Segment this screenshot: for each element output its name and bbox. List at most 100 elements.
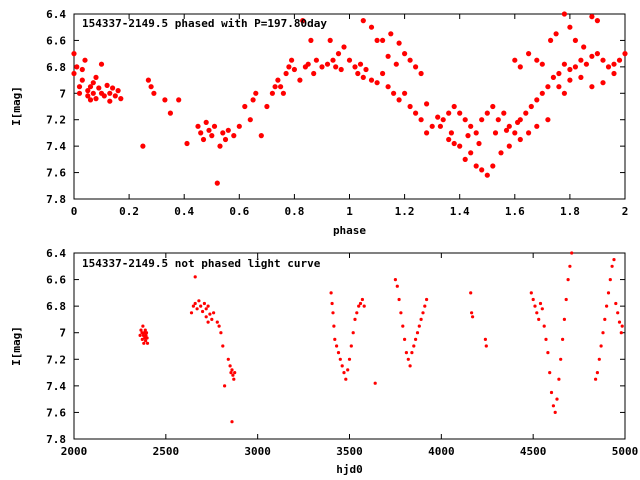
x-tick-label: 2500: [153, 445, 180, 458]
data-point: [71, 51, 77, 57]
data-point: [204, 307, 208, 311]
data-point: [407, 57, 413, 63]
data-point: [395, 284, 399, 288]
x-tick-label: 0.6: [229, 205, 249, 218]
data-point: [523, 110, 529, 116]
data-point: [423, 304, 427, 308]
data-point: [462, 156, 468, 162]
data-point: [437, 123, 443, 129]
data-point: [600, 80, 606, 86]
data-point: [407, 103, 413, 110]
data-point: [413, 110, 419, 116]
data-point: [199, 304, 203, 308]
data-point: [229, 371, 233, 375]
data-point: [223, 384, 227, 388]
data-point: [362, 304, 366, 308]
data-point: [470, 311, 474, 315]
chart-title: 154337-2149.5 not phased light curve: [82, 257, 321, 270]
data-point: [562, 317, 567, 321]
data-point: [414, 337, 418, 341]
data-point: [291, 66, 297, 73]
data-point: [388, 31, 394, 37]
data-point: [193, 275, 197, 279]
data-point: [548, 371, 552, 375]
data-point: [406, 357, 410, 361]
data-point: [79, 77, 85, 83]
data-point: [385, 84, 391, 90]
data-point: [98, 61, 105, 67]
data-point: [418, 117, 424, 123]
data-point: [357, 304, 361, 308]
data-point: [368, 77, 375, 83]
data-point: [280, 90, 286, 96]
data-point: [233, 371, 237, 375]
x-axis-label: phase: [333, 224, 366, 237]
data-point: [476, 140, 482, 147]
data-point: [424, 101, 430, 107]
data-point: [468, 150, 474, 156]
y-tick-label: 7.2: [46, 114, 66, 127]
y-tick-label: 7.8: [46, 193, 66, 206]
data-point: [479, 167, 485, 173]
data-point: [515, 119, 521, 125]
data-point: [327, 37, 333, 44]
data-point: [608, 278, 612, 282]
data-point: [451, 140, 457, 147]
data-point: [355, 311, 359, 315]
data-point: [144, 339, 148, 343]
data-point: [217, 143, 223, 149]
y-axis-label: I[mag]: [10, 326, 23, 366]
data-point: [546, 351, 550, 355]
data-point: [468, 123, 474, 129]
data-point: [548, 37, 554, 44]
y-tick-label: 7: [59, 327, 66, 340]
data-point: [250, 97, 256, 103]
y-tick-label: 6.4: [46, 247, 66, 260]
data-point: [338, 357, 342, 361]
data-point: [594, 377, 598, 381]
data-point: [603, 317, 607, 321]
data-point: [210, 317, 214, 321]
x-tick-label: 1.6: [505, 205, 525, 218]
data-point: [473, 130, 479, 136]
data-point: [410, 351, 414, 355]
data-point: [419, 317, 423, 321]
data-point: [567, 66, 573, 73]
data-point: [498, 150, 504, 156]
data-point: [408, 364, 412, 368]
data-point: [556, 70, 562, 77]
data-point: [107, 90, 113, 96]
data-point: [374, 37, 380, 44]
data-point: [144, 331, 149, 335]
x-tick-label: 4500: [520, 445, 547, 458]
data-point: [71, 70, 77, 77]
data-point: [118, 96, 124, 102]
data-point: [601, 331, 605, 335]
data-point: [360, 18, 366, 24]
data-point: [368, 24, 375, 30]
data-point: [221, 344, 225, 348]
data-point: [198, 130, 204, 136]
data-point: [535, 311, 539, 315]
data-point: [76, 90, 83, 96]
data-point: [614, 301, 618, 306]
data-point: [203, 119, 209, 125]
data-point: [275, 77, 281, 83]
data-point: [96, 85, 102, 91]
data-point: [506, 143, 512, 149]
data-point: [349, 344, 353, 348]
y-tick-label: 6.4: [46, 8, 66, 21]
x-tick-label: 2000: [61, 445, 88, 458]
data-point: [539, 90, 545, 96]
data-point: [440, 117, 446, 123]
data-point: [308, 37, 314, 44]
data-point: [351, 331, 355, 335]
y-tick-label: 6.6: [46, 274, 66, 287]
data-point: [232, 377, 236, 381]
y-tick-label: 7: [59, 87, 66, 100]
data-point: [140, 337, 144, 341]
data-point: [353, 317, 357, 321]
y-tick-label: 6.6: [46, 34, 66, 47]
data-point: [538, 301, 543, 306]
data-point: [564, 297, 568, 302]
